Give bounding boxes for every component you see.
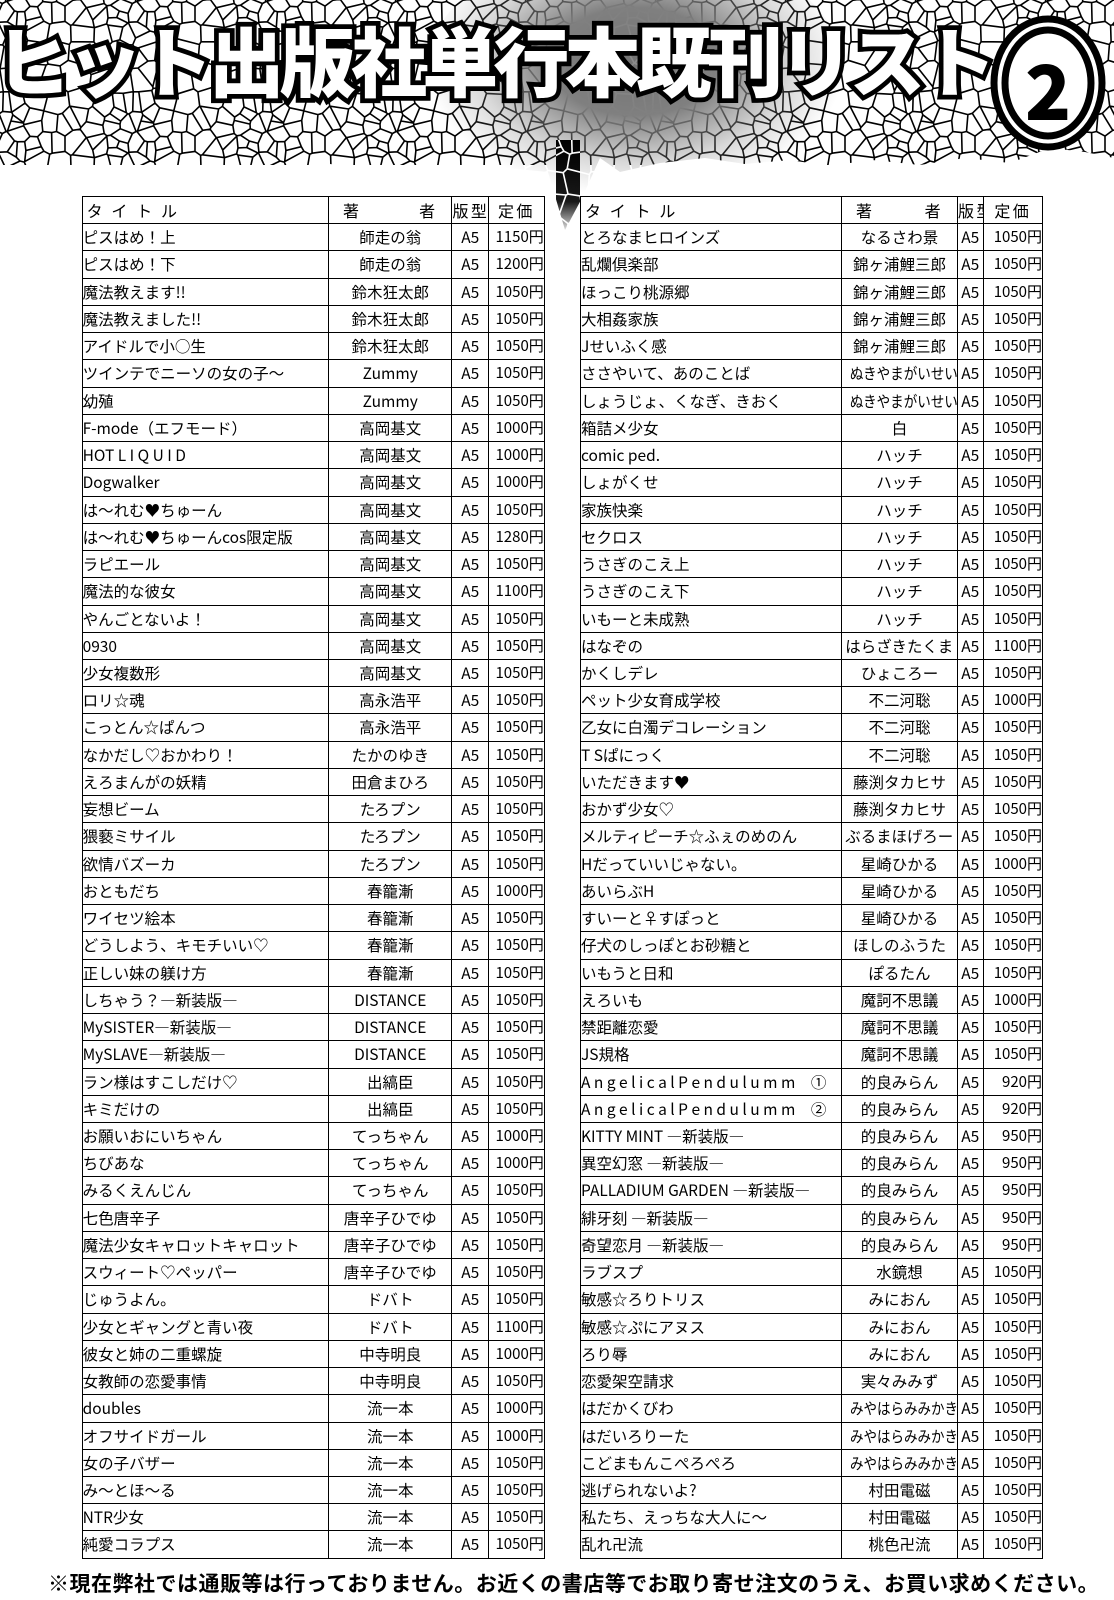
- svg-text:2: 2: [1025, 32, 1071, 142]
